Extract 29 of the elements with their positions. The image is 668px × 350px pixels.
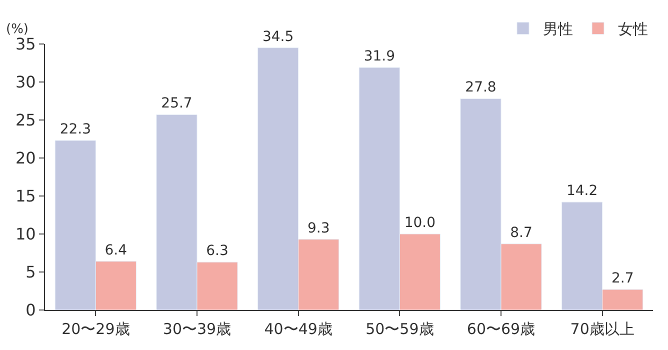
y-tick-label: 15 [15, 186, 36, 206]
y-axis-title: (%) [6, 22, 28, 37]
y-tick-label: 35 [15, 34, 36, 54]
text: 10.0 [404, 215, 436, 231]
text: 31.9 [364, 48, 395, 65]
y-tick-label: 20 [15, 148, 36, 168]
x-tick-label: 70歳以上 [570, 320, 634, 338]
x-tick-label: 30〜39歳 [162, 320, 232, 338]
x-tick-label: 20〜29歳 [62, 320, 130, 338]
legend-label: 女性 [618, 20, 648, 38]
text: 8.7 [510, 224, 532, 241]
y-tick-label: 10 [15, 224, 36, 244]
y-tick-label: 30 [15, 72, 36, 92]
x-tick-label: 50〜59歳 [366, 320, 434, 338]
legend-label: 男性 [543, 20, 573, 38]
text: 6.3 [206, 243, 228, 260]
y-tick-label: 25 [15, 110, 36, 130]
text: 25.7 [161, 96, 192, 112]
x-tick-label: 40〜49歳 [264, 320, 332, 338]
text: 6.4 [104, 242, 128, 258]
x-tick-label: 60〜69歳 [466, 320, 536, 338]
text: 22.3 [60, 122, 91, 138]
y-tick-label: 5 [26, 262, 36, 282]
text: 27.8 [465, 80, 496, 96]
text: 14.2 [566, 183, 598, 200]
y-tick-label: 0 [26, 300, 36, 320]
text: 9.3 [307, 220, 330, 236]
text: 2.7 [611, 270, 634, 286]
text: 34.5 [262, 28, 294, 45]
